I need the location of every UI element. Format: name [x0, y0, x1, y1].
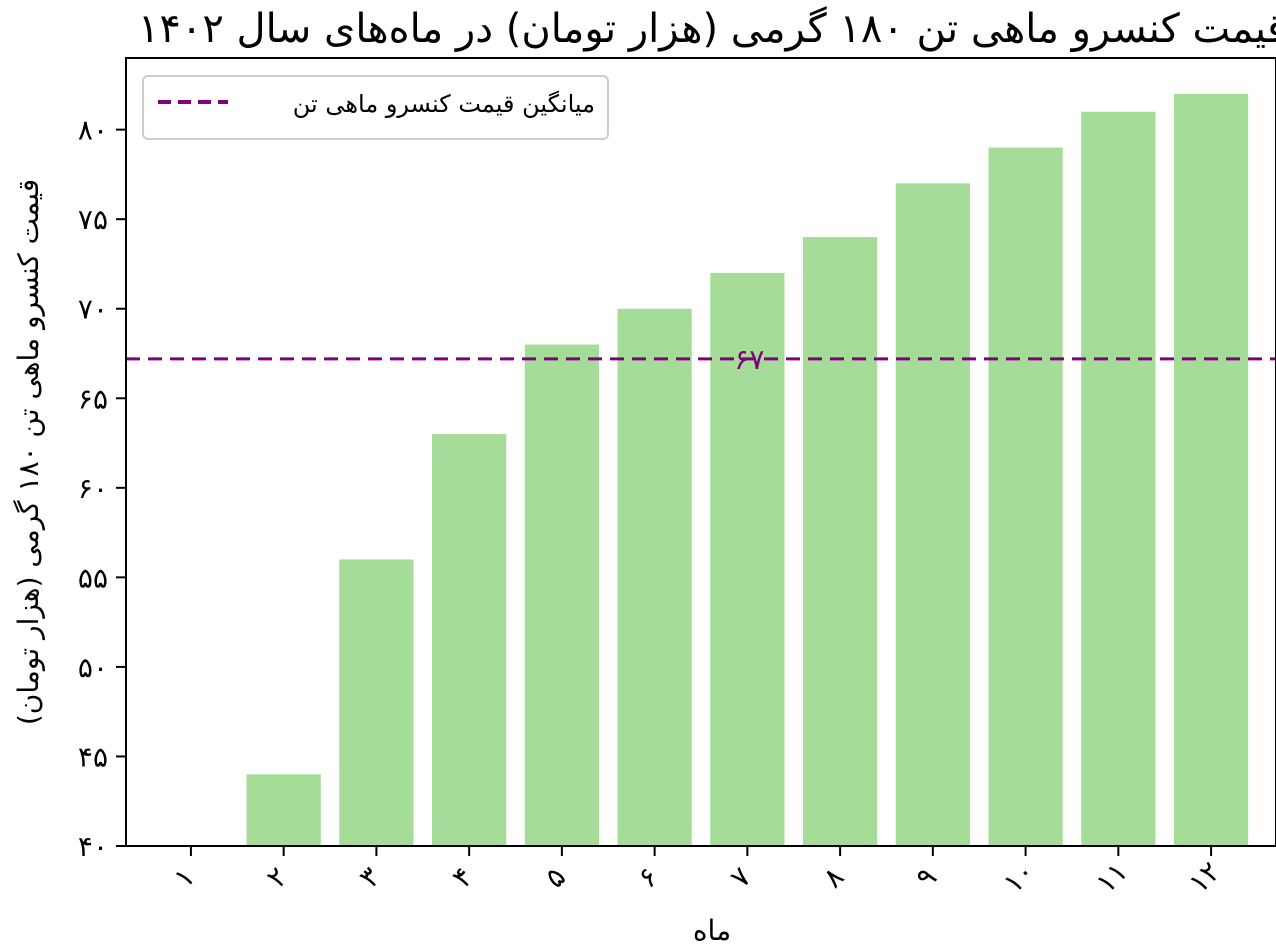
bar-7 [710, 272, 785, 847]
y-axis-label: قیمت کنسرو ماهی تن ۱۸۰ گرمی (هزار تومان) [12, 179, 45, 725]
legend: میانگین قیمت کنسرو ماهی تن [142, 75, 609, 140]
plot-area: ۶۷ [125, 57, 1276, 847]
mean-label: ۶۷ [734, 343, 764, 376]
bar-11 [1081, 111, 1156, 846]
y-tick-label: ۶۰ [78, 472, 108, 505]
chart-title: قیمت کنسرو ماهی تن ۱۸۰ گرمی (هزار تومان)… [138, 6, 1276, 52]
y-tick-label: ۷۵ [78, 203, 108, 236]
bar-4 [432, 434, 507, 846]
bar-8 [803, 237, 878, 846]
x-tick-label: ۱۱ [1089, 855, 1134, 900]
x-axis-ticks: ۱ ۲ ۳ ۴ ۵ ۶ ۷ ۸ ۹ ۱۰ ۱۱ ۱۲ [167, 846, 1227, 900]
y-tick-label: ۵۰ [78, 651, 108, 684]
bar-10 [988, 147, 1063, 846]
y-tick-label: ۷۰ [78, 293, 108, 326]
legend-label-mean: میانگین قیمت کنسرو ماهی تن [293, 90, 595, 118]
y-tick-label: ۸۰ [78, 114, 108, 147]
bar-2 [246, 774, 321, 846]
y-axis-ticks: ۴۰ ۴۵ ۵۰ ۵۵ ۶۰ ۶۵ ۷۰ ۷۵ ۸۰ [78, 114, 126, 863]
plot-frame [125, 57, 1276, 847]
x-tick-label: ۵ [538, 860, 572, 894]
legend-box [142, 75, 609, 140]
x-tick-label: ۳ [353, 860, 387, 894]
bar-5 [524, 344, 599, 846]
x-tick-label: ۱ [167, 860, 201, 894]
bar-6 [617, 308, 692, 846]
x-tick-label: ۱۲ [1182, 855, 1227, 900]
bar-12 [1173, 93, 1249, 847]
x-tick-label: ۴ [445, 860, 479, 894]
bar-9 [895, 183, 970, 846]
y-tick-label: ۶۵ [78, 382, 108, 415]
x-tick-label: ۱۰ [997, 855, 1042, 900]
y-tick-label: ۵۵ [78, 561, 108, 594]
bars [246, 93, 1249, 847]
x-tick-label: ۹ [909, 860, 943, 894]
x-tick-label: ۲ [260, 860, 294, 894]
bar-3 [339, 559, 414, 846]
x-tick-label: ۷ [724, 860, 758, 894]
x-tick-label: ۶ [631, 860, 665, 894]
y-tick-label: ۴۵ [78, 740, 108, 773]
y-tick-label: ۴۰ [78, 830, 108, 863]
x-axis-label: ماه [693, 914, 731, 947]
x-tick-label: ۸ [816, 860, 850, 894]
